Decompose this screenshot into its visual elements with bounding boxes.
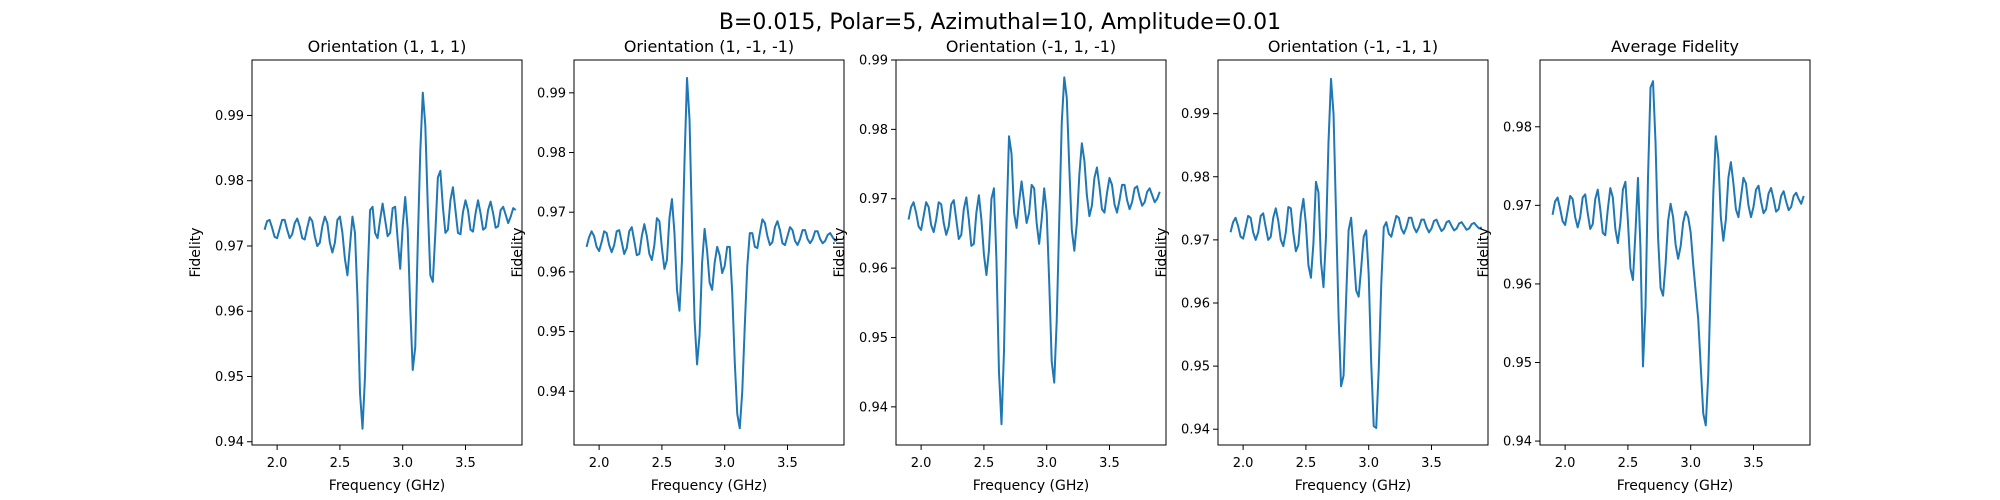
y-tick-label: 0.98 xyxy=(1181,170,1210,185)
fidelity-series-line xyxy=(1229,77,1483,429)
y-tick-label: 0.96 xyxy=(215,305,244,320)
axes-frame xyxy=(1217,59,1489,446)
subplot-title: Average Fidelity xyxy=(1611,37,1739,56)
subplot-title: Orientation (1, -1, -1) xyxy=(624,37,794,56)
subplot-title: Orientation (1, 1, 1) xyxy=(308,37,467,56)
y-axis-label: Fidelity xyxy=(188,228,204,278)
y-tick-label: 0.99 xyxy=(537,86,566,101)
x-axis-label: Frequency (GHz) xyxy=(651,478,767,494)
x-tick-label: 2.5 xyxy=(1618,456,1639,471)
x-tick-label: 2.5 xyxy=(1296,456,1317,471)
y-tick-label: 0.96 xyxy=(537,265,566,280)
y-tick-label: 0.98 xyxy=(537,146,566,161)
y-tick-label: 0.95 xyxy=(1503,356,1532,371)
x-tick-label: 3.5 xyxy=(1421,456,1442,471)
y-tick-label: 0.98 xyxy=(1503,120,1532,135)
subplot-4: Orientation (-1, -1, 1) 2.0 2.5 3.0 3.5 0.94 0… xyxy=(1154,37,1489,494)
x-tick-label: 2.5 xyxy=(652,456,673,471)
y-tick-label: 0.96 xyxy=(859,262,888,277)
y-axis-label: Fidelity xyxy=(1476,228,1492,278)
x-axis-label: Frequency (GHz) xyxy=(1295,478,1411,494)
x-tick-label: 2.0 xyxy=(267,456,288,471)
x-tick-label: 3.0 xyxy=(392,456,413,471)
axes-frame xyxy=(1539,59,1811,446)
x-tick-label: 3.5 xyxy=(777,456,798,471)
y-tick-label: 0.97 xyxy=(537,206,566,221)
subplot-title: Orientation (-1, -1, 1) xyxy=(1268,37,1438,56)
x-axis-label: Frequency (GHz) xyxy=(329,478,445,494)
y-tick-label: 0.95 xyxy=(1181,360,1210,375)
subplot-5: Average Fidelity 2.0 2.5 3.0 3.5 0.94 0.95 0.96… xyxy=(1476,37,1811,494)
x-tick-label: 3.5 xyxy=(1099,456,1120,471)
subplot-1: Orientation (1, 1, 1) 2.0 2.5 3.0 3.5 0.94 0.9… xyxy=(188,37,523,494)
x-tick-label: 3.0 xyxy=(1680,456,1701,471)
x-tick-label: 3.0 xyxy=(1036,456,1057,471)
y-tick-label: 0.94 xyxy=(859,400,888,415)
x-axis-label: Frequency (GHz) xyxy=(973,478,1089,494)
x-tick-label: 3.0 xyxy=(1358,456,1379,471)
fidelity-series-line xyxy=(1551,80,1805,427)
y-tick-label: 0.95 xyxy=(215,370,244,385)
y-tick-label: 0.97 xyxy=(859,192,888,207)
x-tick-label: 2.0 xyxy=(1233,456,1254,471)
y-tick-label: 0.95 xyxy=(859,331,888,346)
y-tick-label: 0.98 xyxy=(215,174,244,189)
y-tick-label: 0.97 xyxy=(1181,233,1210,248)
subplot-2: Orientation (1, -1, -1) 2.0 2.5 3.0 3.5 0.94 0… xyxy=(510,37,845,494)
y-tick-label: 0.97 xyxy=(215,239,244,254)
x-tick-label: 2.0 xyxy=(1555,456,1576,471)
y-axis-label: Fidelity xyxy=(832,228,848,278)
axes-frame xyxy=(895,59,1167,446)
subplot-title: Orientation (-1, 1, -1) xyxy=(946,37,1116,56)
y-tick-label: 0.94 xyxy=(1503,435,1532,450)
y-tick-label: 0.96 xyxy=(1503,277,1532,292)
figure-suptitle: B=0.015, Polar=5, Azimuthal=10, Amplitud… xyxy=(719,10,1281,35)
axes-frame xyxy=(251,59,523,446)
x-tick-label: 3.5 xyxy=(455,456,476,471)
y-tick-label: 0.99 xyxy=(1181,107,1210,122)
x-tick-label: 2.0 xyxy=(911,456,932,471)
y-tick-label: 0.94 xyxy=(537,385,566,400)
y-axis-label: Fidelity xyxy=(510,228,526,278)
y-tick-label: 0.96 xyxy=(1181,296,1210,311)
y-tick-label: 0.95 xyxy=(537,325,566,340)
fidelity-series-line xyxy=(263,91,517,430)
y-tick-label: 0.99 xyxy=(215,109,244,124)
y-axis-label: Fidelity xyxy=(1154,228,1170,278)
fidelity-series-line xyxy=(907,76,1161,426)
y-tick-label: 0.98 xyxy=(859,123,888,138)
axes-frame xyxy=(573,59,845,446)
x-tick-label: 2.5 xyxy=(330,456,351,471)
x-tick-label: 2.5 xyxy=(974,456,995,471)
subplot-3: Orientation (-1, 1, -1) 2.0 2.5 3.0 3.5 0.94 0… xyxy=(832,37,1167,494)
y-tick-label: 0.97 xyxy=(1503,199,1532,214)
fidelity-series-line xyxy=(585,76,839,430)
y-tick-label: 0.94 xyxy=(1181,423,1210,438)
y-tick-label: 0.99 xyxy=(859,54,888,69)
x-tick-label: 3.5 xyxy=(1743,456,1764,471)
x-axis-label: Frequency (GHz) xyxy=(1617,478,1733,494)
y-tick-label: 0.94 xyxy=(215,435,244,450)
x-tick-label: 2.0 xyxy=(589,456,610,471)
x-tick-label: 3.0 xyxy=(714,456,735,471)
subplot-grid: Orientation (1, 1, 1) 2.0 2.5 3.0 3.5 0.94 0.9… xyxy=(188,37,1811,494)
